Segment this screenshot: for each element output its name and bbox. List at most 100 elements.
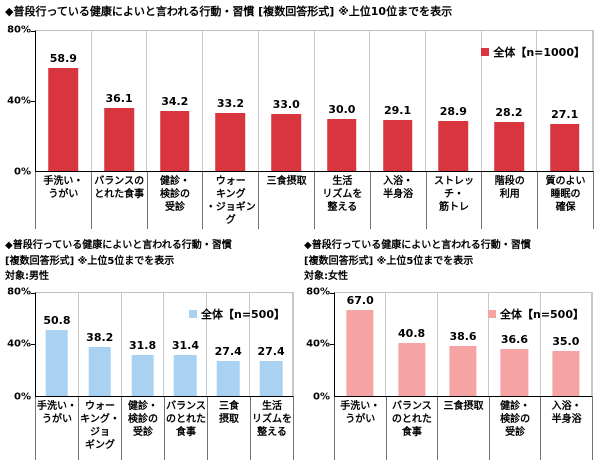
category-label-line: 手洗い・ [43,176,84,188]
plot-area: 58.9 36.1 34.2 33.2 33.0 30.0 29.1 28.9 28.2 27.1… [31,30,594,173]
category-label-line: 三食摂取 [266,176,307,188]
category-label-line: バランス [166,400,206,412]
category-label: 手洗い・ うがい [36,396,79,460]
y-axis-label: 80% [7,24,31,36]
category-label-line: うがい [48,189,79,201]
legend-label: 全体【n=1000】 [493,46,585,60]
bar [438,120,469,172]
category-label-line: 整える [257,426,287,438]
category-cell: 36.6 [489,292,541,396]
category-label-line: 健診・ [128,400,158,412]
category-cell: 27.4 [250,292,293,396]
chart-male-title-line1: ◆普段行っている健康によいと言われる行動・習慣 [5,240,232,252]
y-axis-label: 80% [7,286,31,298]
category-label: バランスのとれた食事 [92,172,148,230]
value-label: 58.9 [49,52,77,66]
category-cell: 33.0 [259,31,315,172]
category-cell: 40.8 [386,292,438,396]
category-label: 健診・ 検診の 受診 [490,396,542,460]
y-axis-label: 0% [14,166,31,178]
chart-overall: ◆普段行っている健康によいと言われる行動・習慣 [複数回答形式] ※上位10位ま… [5,5,594,230]
chart-male-title: ◆普段行っている健康によいと言われる行動・習慣 [複数回答形式] ※上位5位まで… [5,238,294,285]
value-label: 30.0 [328,102,356,116]
category-label-line: キング [215,189,246,201]
category-label-line: 三食摂取 [443,400,484,412]
category-label-line: 質のよい [545,176,586,188]
category-label: ストレッチ・ 筋トレ [427,172,483,230]
value-label: 50.8 [43,314,71,328]
category-label-line: 検診の [128,413,158,425]
category-cell: 27.4 [207,292,251,396]
category-label-line: 階段の [494,176,525,188]
legend: 全体【n=500】 [188,306,285,322]
bar [327,118,357,172]
category-label-line: 半身浴 [383,189,414,201]
value-label: 27.1 [551,107,579,121]
category-label-line: 睡眠の [550,189,581,201]
chart-overall-plot: 80% 40% 0% 58.9 36.1 34.2 33.2 33.0 30.0 29.1 28.9… [5,25,594,230]
value-label: 33.0 [272,97,300,111]
category-label-line: 確保 [555,202,576,214]
category-cell: 34.2 [147,31,204,172]
bar [382,120,413,172]
bar [500,348,529,396]
category-label-line: ギング [85,439,115,451]
chart-female-title: ◆普段行っている健康によいと言われる行動・習慣 [複数回答形式] ※上位5位まで… [304,238,593,285]
chart-female-plot: 80% 40% 0% 67.0 40.8 38.6 36.6 35.0 全体【n=500】 手洗い… [304,286,593,460]
y-axis: 80% 40% 0% [304,286,334,402]
chart-female: ◆普段行っている健康によいと言われる行動・習慣 [複数回答形式] ※上位5位まで… [304,238,593,460]
category-label: ウォーキング・ジョギング [79,396,122,460]
category-label-line: バランスの [94,176,145,188]
category-label-line: うがい [42,413,72,425]
plot-area: 67.0 40.8 38.6 36.6 35.0 全体【n=500】 [330,291,593,397]
bottom-charts-row: ◆普段行っている健康によいと言われる行動・習慣 [複数回答形式] ※上位5位まで… [5,238,594,460]
value-label: 31.8 [129,338,157,352]
value-label: 67.0 [346,293,374,307]
category-label-line: 入浴・ [383,176,414,188]
chart-male-title-line3: 対象:男性 [5,271,49,283]
category-labels-row: 手洗い・ うがい バランス のとれた 食事 三食摂取 健診・ 検診の 受診 入浴・ 半身浴 [334,396,593,460]
axis-tick [31,101,36,103]
category-label: 生活 リズムを 整える [315,172,371,230]
chart-female-title-line1: ◆普段行っている健康によいと言われる行動・習慣 [304,240,531,252]
category-label: 手洗い・ うがい [36,172,92,230]
category-label-line: 受診 [164,202,185,214]
category-label-line: 受診 [133,426,153,438]
bar [174,355,197,396]
value-label: 27.4 [214,344,242,358]
bar [215,113,246,172]
category-label-line: バランス [391,400,432,412]
category-label: 入浴・ 半身浴 [371,172,427,230]
category-label-line: キング・ [80,413,120,425]
bar [259,360,283,396]
value-label: 31.4 [171,339,199,353]
value-label: 38.6 [449,330,477,344]
category-label: バランスのとれた食事 [165,396,208,460]
axis-tick [330,344,335,346]
category-label: ウォーキング・ジョギング [203,172,260,230]
legend-label: 全体【n=500】 [499,307,584,321]
category-cell: 29.1 [370,31,426,172]
category-label: 生活 リズムを 整える [251,396,294,460]
legend-swatch [481,48,490,57]
category-label: 入浴・ 半身浴 [541,396,593,460]
category-label-line: 入浴・ [551,400,582,412]
category-label-line: とれた食事 [94,189,145,201]
category-label-line: のとれた [166,413,206,425]
category-cell: 27.1 [537,31,594,172]
value-label: 28.9 [439,104,467,118]
chart-male-title-line2: [複数回答形式] ※上位5位までを表示 [5,255,175,267]
category-label-line: 生活 [332,176,353,188]
bar [216,360,240,396]
y-axis-label: 0% [14,391,31,403]
category-cell: 36.1 [92,31,148,172]
category-labels-row: 手洗い・ うがい バランスの とれた食事 健診・ 検診の 受診 ウォー キング ・ジョギング 三食摂… [35,172,594,230]
plot-row: 80% 40% 0% 58.9 36.1 34.2 33.2 33.0 30.0 29.1 28.9… [5,25,594,178]
y-axis: 80% 40% 0% [5,286,35,402]
value-label: 36.1 [105,92,133,106]
value-label: 33.2 [216,97,245,111]
legend: 全体【n=500】 [487,306,584,322]
category-label: 健診・ 検診の 受診 [148,172,204,230]
category-label: 健診・ 検診の 受診 [122,396,165,460]
category-label-line: 受診 [505,426,526,438]
